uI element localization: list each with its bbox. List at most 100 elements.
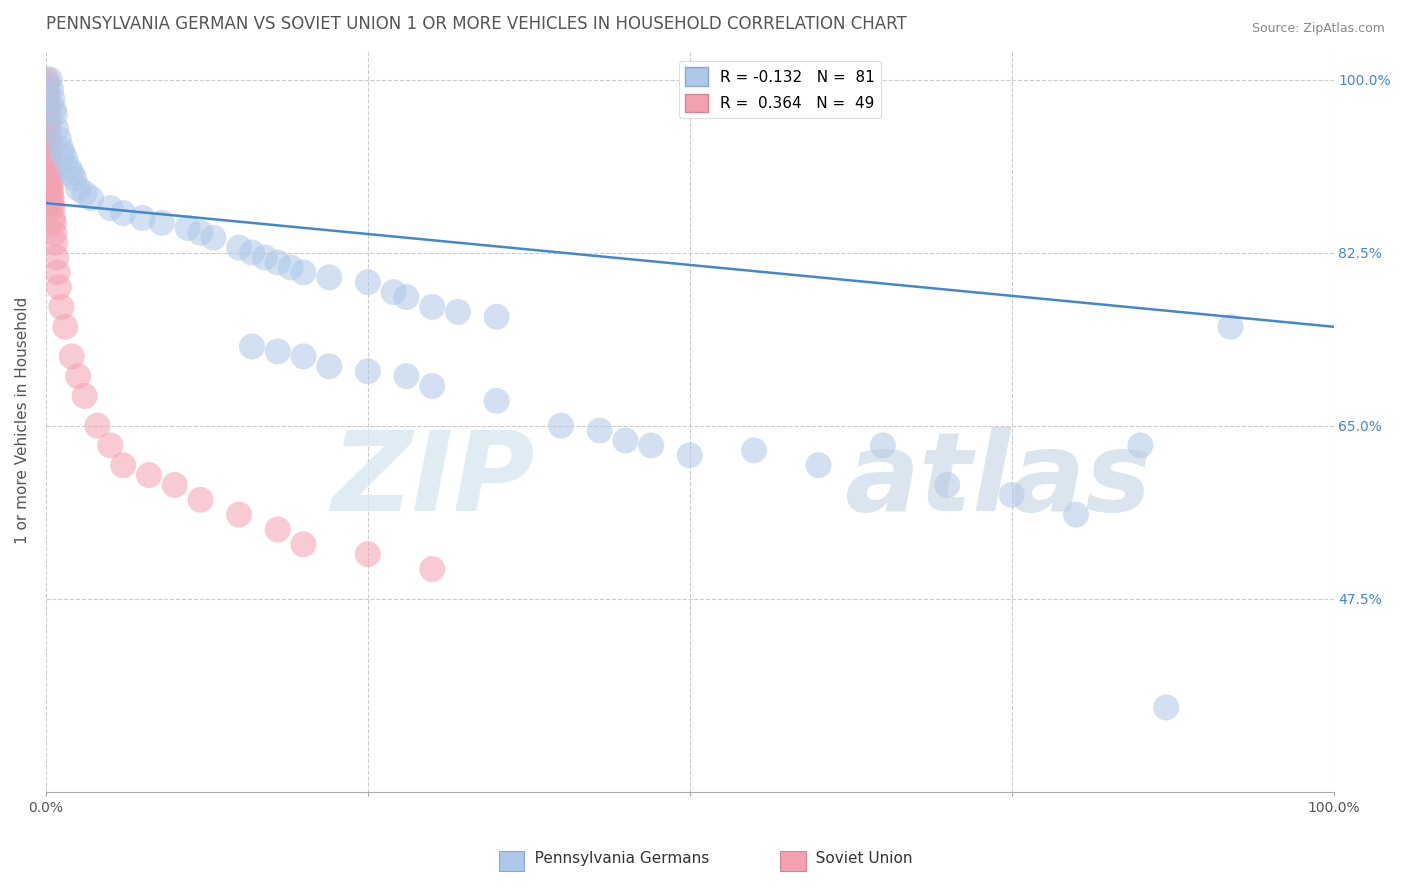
Text: Pennsylvania Germans: Pennsylvania Germans — [520, 851, 710, 865]
Point — [39, 177, 62, 191]
Point — [52, 146, 75, 161]
Point — [485, 310, 508, 324]
Point — [58, 161, 80, 176]
Point — [679, 448, 702, 462]
Point — [37, 92, 59, 106]
Point — [37, 102, 59, 116]
Point — [38, 136, 60, 151]
Point — [936, 478, 959, 492]
Point — [37, 112, 59, 126]
Point — [48, 132, 70, 146]
Point — [37, 117, 59, 131]
Point — [420, 562, 443, 576]
Point — [588, 424, 610, 438]
Point — [382, 285, 405, 299]
Point — [98, 438, 121, 452]
Point — [1219, 319, 1241, 334]
Point — [41, 92, 63, 106]
Point — [138, 468, 160, 483]
Point — [253, 251, 276, 265]
Point — [39, 186, 62, 201]
Point — [39, 171, 62, 186]
Point — [41, 201, 63, 215]
Point — [1001, 488, 1024, 502]
Point — [267, 344, 290, 359]
Point — [42, 211, 65, 225]
Point — [44, 235, 66, 250]
Point — [45, 251, 67, 265]
Point — [267, 255, 290, 269]
Point — [42, 102, 65, 116]
Point — [41, 191, 63, 205]
Point — [742, 443, 765, 458]
Point — [51, 300, 73, 314]
Point — [614, 434, 637, 448]
Point — [46, 265, 69, 279]
Point — [37, 87, 59, 102]
Point — [45, 122, 67, 136]
Point — [395, 369, 418, 384]
Point — [41, 196, 63, 211]
Point — [51, 142, 73, 156]
Point — [60, 166, 83, 180]
Point — [48, 280, 70, 294]
Point — [73, 389, 96, 403]
Point — [318, 359, 340, 374]
Point — [98, 201, 121, 215]
Point — [73, 186, 96, 201]
Point — [67, 369, 90, 384]
Point — [190, 226, 212, 240]
Point — [640, 438, 662, 452]
Legend: R = -0.132   N =  81, R =  0.364   N =  49: R = -0.132 N = 81, R = 0.364 N = 49 — [679, 62, 882, 119]
Point — [131, 211, 153, 225]
Point — [550, 418, 572, 433]
Point — [292, 265, 315, 279]
Point — [240, 339, 263, 353]
Point — [35, 72, 58, 87]
Point — [163, 478, 186, 492]
Point — [228, 241, 250, 255]
Point — [420, 300, 443, 314]
Point — [37, 127, 59, 141]
Point — [37, 122, 59, 136]
Point — [228, 508, 250, 522]
Point — [1154, 700, 1177, 714]
Point — [42, 216, 65, 230]
Text: PENNSYLVANIA GERMAN VS SOVIET UNION 1 OR MORE VEHICLES IN HOUSEHOLD CORRELATION : PENNSYLVANIA GERMAN VS SOVIET UNION 1 OR… — [46, 15, 907, 33]
Point — [38, 132, 60, 146]
Point — [112, 206, 135, 220]
Point — [1064, 508, 1087, 522]
Point — [38, 146, 60, 161]
Point — [318, 270, 340, 285]
Point — [39, 82, 62, 96]
Point — [267, 523, 290, 537]
Point — [190, 492, 212, 507]
Point — [37, 97, 59, 112]
Point — [53, 319, 76, 334]
Point — [176, 220, 198, 235]
Point — [44, 226, 66, 240]
Point — [38, 166, 60, 180]
Y-axis label: 1 or more Vehicles in Household: 1 or more Vehicles in Household — [15, 297, 30, 544]
Point — [357, 364, 380, 378]
Point — [86, 418, 108, 433]
Text: atlas: atlas — [844, 426, 1152, 533]
Point — [67, 181, 90, 195]
Point — [63, 171, 86, 186]
Point — [37, 107, 59, 121]
Point — [420, 379, 443, 393]
Point — [485, 393, 508, 408]
Text: Soviet Union: Soviet Union — [801, 851, 912, 865]
Point — [39, 181, 62, 195]
Point — [357, 275, 380, 289]
Point — [35, 82, 58, 96]
Point — [44, 107, 66, 121]
Point — [395, 290, 418, 304]
Point — [38, 142, 60, 156]
Point — [357, 547, 380, 561]
Point — [280, 260, 302, 275]
Point — [872, 438, 894, 452]
Point — [80, 191, 103, 205]
Point — [35, 78, 58, 92]
Text: Source: ZipAtlas.com: Source: ZipAtlas.com — [1251, 22, 1385, 36]
